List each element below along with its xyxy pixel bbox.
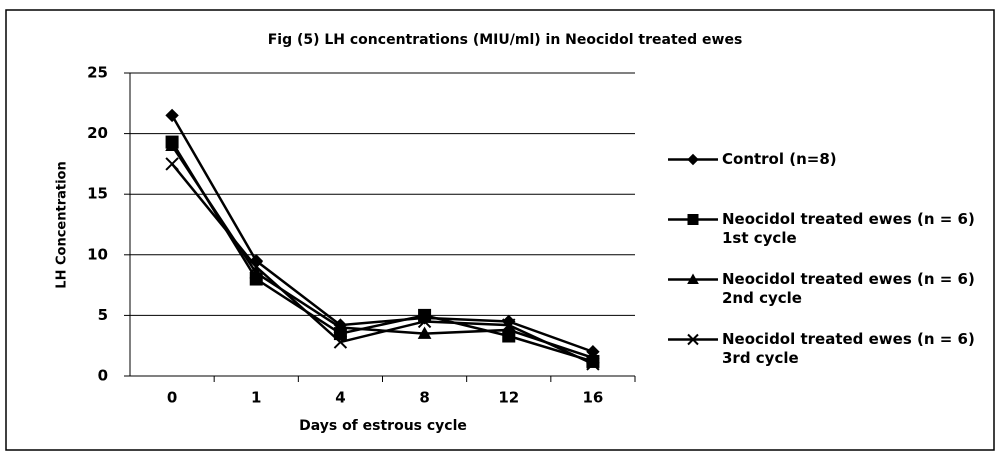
marker [417, 314, 432, 329]
legend-item: Neocidol treated ewes (n = 6) 1st cycle [668, 210, 988, 248]
x-tick-label: 12 [498, 389, 519, 407]
chart-title: Fig (5) LH concentrations (MIU/ml) in Ne… [268, 32, 743, 48]
series-line [171, 141, 594, 363]
y-tick-label: 25 [87, 64, 108, 82]
marker [687, 153, 699, 166]
legend-item: Neocidol treated ewes (n = 6) 3rd cycle [668, 330, 988, 368]
y-tick-label: 15 [87, 185, 108, 203]
legend-label: Control (n=8) [722, 150, 837, 168]
y-tick-label: 0 [98, 367, 108, 385]
x-tick-label: 8 [419, 389, 429, 407]
y-tick-label: 5 [98, 306, 108, 324]
marker [417, 326, 432, 339]
marker [586, 357, 600, 371]
legend-swatch [668, 153, 718, 166]
marker [502, 318, 516, 332]
marker [165, 138, 179, 152]
legend-swatch [668, 273, 718, 284]
legend-label: Neocidol treated ewes (n = 6) 3rd cycle [722, 330, 975, 367]
x-tick-label: 16 [582, 389, 603, 407]
x-tick-label: 4 [335, 389, 345, 407]
legend-swatch [668, 214, 718, 225]
x-axis-label: Days of estrous cycle [299, 418, 467, 434]
legend-label: Neocidol treated ewes (n = 6) 2nd cycle [722, 270, 975, 307]
marker [249, 265, 264, 279]
marker [249, 260, 263, 274]
marker [687, 214, 699, 225]
legend-item: Neocidol treated ewes (n = 6) 2nd cycle [668, 270, 988, 308]
x-tick-label: 1 [251, 389, 261, 407]
series-line [171, 163, 594, 366]
legend-item: Control (n=8) [668, 150, 988, 169]
series-line [171, 114, 594, 353]
legend-label: Neocidol treated ewes (n = 6) 1st cycle [722, 210, 975, 247]
marker [333, 320, 348, 333]
frame [5, 9, 995, 451]
marker [165, 157, 179, 171]
series-line [171, 145, 594, 360]
y-tick-label: 10 [87, 245, 108, 263]
legend-swatch [668, 333, 718, 346]
x-tick-label: 0 [167, 389, 177, 407]
y-axis-label: LH Concentration [55, 161, 70, 288]
marker [687, 273, 699, 284]
y-tick-label: 20 [87, 124, 108, 142]
marker [165, 108, 179, 123]
marker [333, 335, 348, 349]
marker [418, 308, 432, 322]
marker [687, 333, 699, 346]
